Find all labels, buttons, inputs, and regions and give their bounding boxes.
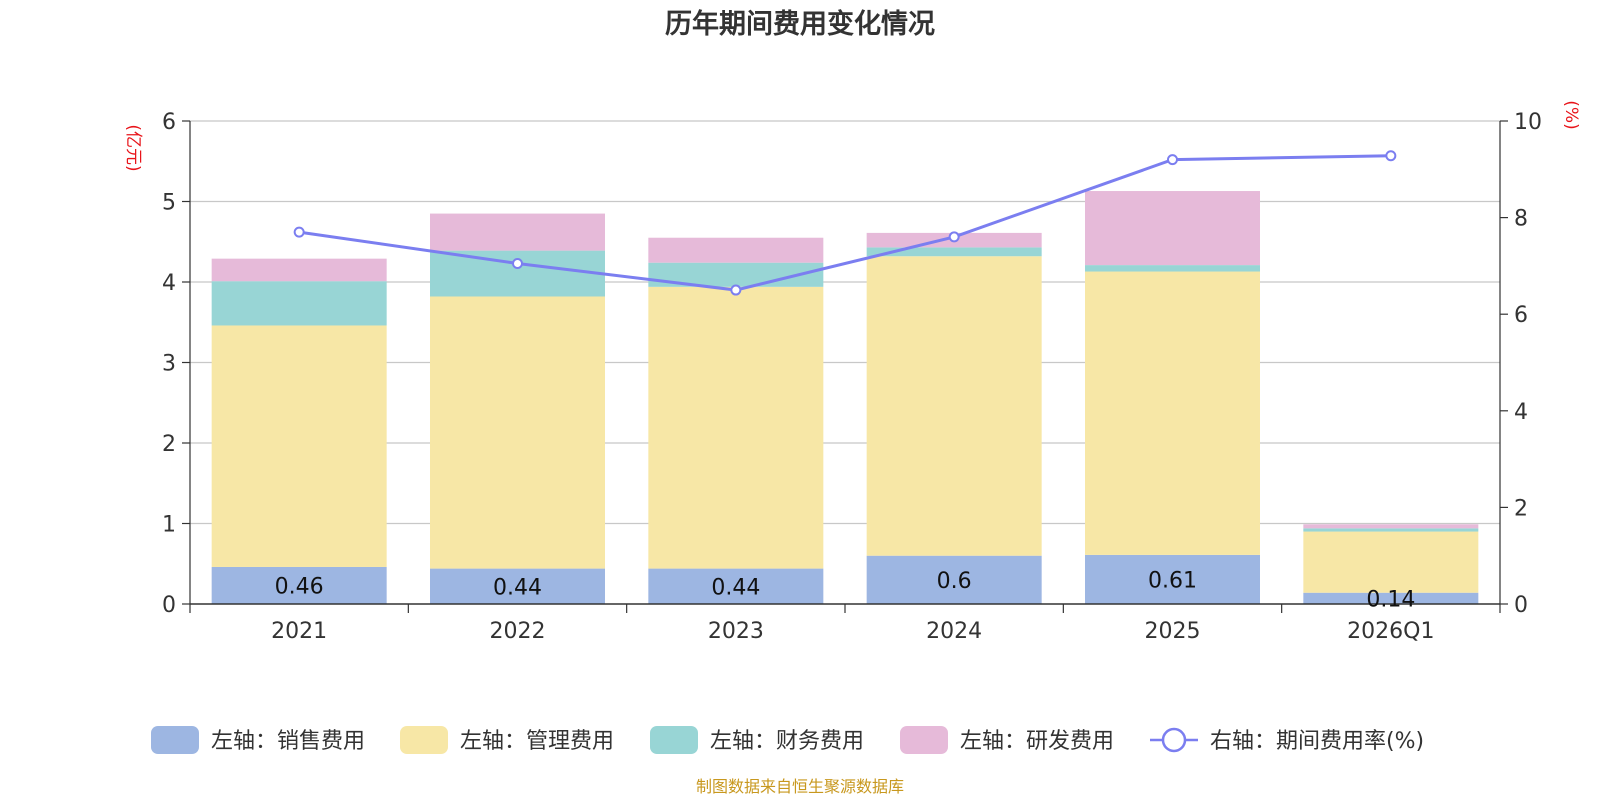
left-axis-tick-label: 4 [162, 271, 176, 296]
bar-data-label: 0.61 [1148, 568, 1197, 593]
bar-2-2022 [430, 296, 605, 569]
axes: 0 1 2 3 4 5 6 0 2 4 6 8 10 2021 2022 2023 2024 2025 2026Q1 [162, 110, 1542, 644]
bar-4-2026Q1 [1303, 524, 1479, 529]
bar-1-2023 [648, 568, 824, 604]
legend-swatch [400, 726, 448, 754]
bar-3-2024 [866, 247, 1042, 257]
left-axis-tick-label: 2 [162, 432, 176, 457]
rate-line-series [293, 150, 1397, 296]
right-axis-tick-label: 8 [1514, 207, 1528, 232]
grid-lines [190, 120, 1500, 525]
legend: 左轴：销售费用 左轴：管理费用 左轴：财务费用 左轴：研发费用 右轴：期间费用率(%) [151, 726, 1424, 754]
legend-swatch [650, 726, 698, 754]
x-axis-tick-label: 2025 [1145, 619, 1201, 644]
x-axis-tick-label: 2024 [926, 619, 982, 644]
legend-swatch [151, 726, 199, 754]
rate-line [298, 154, 1391, 292]
bar-series [211, 191, 1479, 604]
bar-data-label: 0.14 [1366, 587, 1415, 612]
bar-3-2022 [430, 250, 605, 297]
x-axis-tick-label: 2023 [708, 619, 764, 644]
bar-2-2025 [1085, 271, 1260, 555]
rate-point-2023 [730, 284, 742, 296]
bar-2-2023 [648, 286, 824, 569]
source-note: 制图数据来自恒生聚源数据库 [696, 777, 904, 796]
rate-point-2026Q1 [1385, 150, 1397, 162]
bar-1-2022 [430, 568, 605, 604]
rate-point-2022 [512, 257, 523, 269]
bar-data-label: 0.6 [937, 569, 972, 594]
left-axis-tick-label: 0 [162, 593, 176, 618]
left-axis-tick-label: 3 [162, 352, 176, 377]
chart-title: 历年期间费用变化情况 [665, 8, 935, 40]
bar-4-2022 [430, 213, 605, 251]
bar-3-2025 [1085, 265, 1260, 272]
right-axis-tick-label: 4 [1514, 400, 1528, 425]
left-axis-tick-label: 1 [162, 513, 176, 538]
x-axis-tick-label: 2021 [271, 619, 327, 644]
right-axis-unit: (%) [1561, 100, 1581, 129]
right-axis-tick-label: 0 [1514, 593, 1528, 618]
left-axis-unit: (亿元) [123, 124, 143, 171]
bar-2-2021 [211, 325, 387, 567]
bar-1-2025 [1085, 554, 1260, 604]
legend-swatch [900, 726, 948, 754]
bar-2-2024 [866, 256, 1042, 556]
bar-3-2026Q1 [1303, 528, 1479, 532]
legend-circle-icon [1161, 727, 1187, 753]
legend-label: 左轴：财务费用 [710, 729, 864, 754]
x-axis-tick-label: 2022 [490, 619, 546, 644]
bar-4-2025 [1085, 191, 1260, 266]
legend-label: 左轴：销售费用 [211, 729, 365, 754]
legend-label: 左轴：管理费用 [460, 729, 614, 754]
data-labels: 0.46 0.44 0.44 0.6 0.61 0.14 [275, 568, 1416, 612]
bar-data-label: 0.44 [711, 575, 760, 600]
rate-point-2025 [1167, 154, 1178, 166]
bar-4-2021 [211, 258, 387, 282]
bar-1-2026Q1 [1303, 592, 1479, 604]
x-axis-tick-label: 2026Q1 [1347, 619, 1434, 644]
bar-3-2021 [211, 281, 387, 326]
bar-2-2026Q1 [1303, 531, 1479, 593]
left-axis-tick-label: 5 [162, 191, 176, 216]
legend-label: 右轴：期间费用率(%) [1210, 729, 1424, 754]
legend-label: 左轴：研发费用 [960, 729, 1114, 754]
bar-1-2021 [211, 566, 387, 604]
rate-point-2021 [293, 226, 305, 238]
right-axis-tick-label: 10 [1514, 110, 1542, 135]
bar-1-2024 [866, 555, 1042, 604]
right-axis-tick-label: 2 [1514, 496, 1528, 521]
right-axis-tick-label: 6 [1514, 303, 1528, 328]
bar-4-2023 [648, 237, 824, 263]
left-axis-tick-label: 6 [162, 110, 176, 135]
bar-data-label: 0.44 [493, 575, 542, 600]
rate-point-2024 [948, 231, 960, 243]
bar-data-label: 0.46 [275, 574, 324, 599]
